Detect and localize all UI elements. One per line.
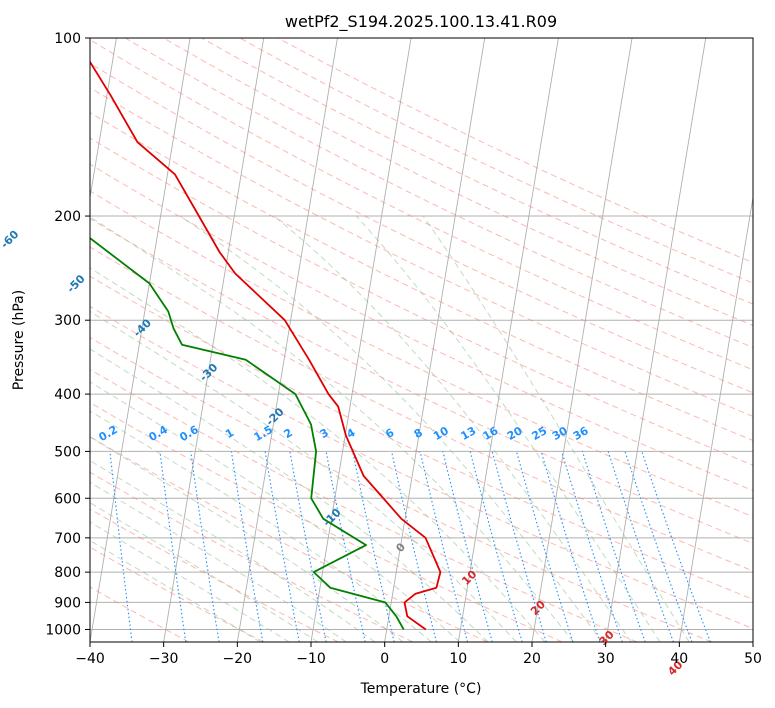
y-tick-label: 600: [54, 491, 81, 507]
moist-adiabat: [90, 310, 517, 642]
x-tick-label: 40: [670, 651, 688, 667]
mixing-ratio-line: [540, 451, 601, 642]
mixing-ratio-line: [442, 451, 493, 642]
isotherm-gridline: [678, 194, 753, 642]
isotherm-gridline: [605, 38, 707, 642]
mixing-ratio-line: [190, 451, 220, 642]
mixing-ratio-line: [607, 451, 674, 642]
mixing-ratio-line: [419, 451, 469, 642]
x-tick-label: −40: [75, 651, 105, 667]
x-tick-label: 30: [597, 651, 615, 667]
isotherm-gridline: [457, 38, 559, 642]
mixing-ratio-line: [391, 451, 437, 642]
mixing-ratio-line: [352, 451, 395, 642]
dry-adiabat: [90, 436, 488, 642]
x-tick-label: 20: [523, 651, 541, 667]
isotherm-gridline: [90, 38, 191, 642]
y-axis-title: Pressure (hPa): [11, 290, 27, 390]
mixing-ratio-line: [641, 451, 711, 642]
y-tick-label: 900: [54, 595, 81, 611]
dry-adiabat: [90, 62, 753, 394]
dry-adiabat: [125, 38, 753, 348]
dry-adiabat: [90, 368, 638, 642]
dry-adiabat: [90, 401, 563, 642]
moist-adiabat: [90, 436, 404, 642]
mixing-ratio-line: [159, 451, 187, 642]
y-tick-label: 200: [54, 209, 81, 225]
x-tick-label: 10: [449, 651, 467, 667]
dewpoint-profile-line: [90, 236, 405, 630]
moist-adiabat: [422, 215, 690, 642]
isotherm-gridline: [384, 38, 486, 642]
mixing-ratio-line: [515, 451, 574, 642]
x-tick-label: −20: [223, 651, 253, 667]
mixing-ratio-line: [624, 451, 693, 642]
moist-adiabat: [273, 215, 632, 642]
dry-adiabat: [163, 38, 753, 327]
y-tick-label: 1000: [45, 623, 81, 639]
dry-adiabat: [90, 305, 753, 630]
y-tick-label: 400: [54, 387, 81, 403]
dry-adiabat: [90, 508, 339, 642]
moist-adiabat: [90, 521, 290, 642]
dry-adiabat: [90, 218, 753, 545]
dry-adiabat: [90, 275, 753, 600]
dry-adiabat: [90, 471, 414, 642]
moist-adiabat: [90, 481, 347, 642]
mixing-ratio-line: [230, 451, 264, 642]
x-tick-label: 50: [744, 651, 762, 667]
isotherm-gridline: [236, 38, 338, 642]
moist-adiabat: [90, 539, 261, 642]
y-tick-label: 700: [54, 531, 81, 547]
dry-adiabat: [90, 163, 753, 492]
moist-adiabat: [90, 381, 461, 642]
dry-adiabat: [90, 87, 753, 417]
x-tick-label: 0: [380, 651, 389, 667]
background-lines: [90, 38, 753, 642]
moist-adiabat: [90, 348, 489, 642]
plot-frame: [89, 37, 754, 643]
isotherm-gridline: [163, 38, 265, 642]
moist-adiabat: [90, 216, 574, 642]
x-tick-label: −30: [149, 651, 179, 667]
y-tick-label: 100: [54, 31, 81, 47]
mixing-ratio-line: [581, 451, 646, 642]
x-tick-label: −10: [296, 651, 326, 667]
moist-adiabat: [90, 459, 376, 642]
moist-adiabat: [355, 215, 661, 642]
mixing-ratio-line: [325, 451, 366, 642]
mixing-ratio-line: [561, 451, 623, 642]
chart-title: wetPf2_S194.2025.100.13.41.R09: [285, 12, 557, 32]
dry-adiabat: [239, 38, 753, 284]
y-tick-label: 300: [54, 313, 81, 329]
mixing-ratio-line: [109, 451, 133, 642]
y-tick-label: 800: [54, 565, 81, 581]
mixing-ratio-line: [491, 451, 547, 642]
dry-adiabat: [90, 190, 753, 518]
temperature-profile-line: [90, 60, 442, 631]
moist-adiabat: [90, 502, 319, 642]
profile-lines: [90, 60, 442, 631]
mixing-ratio-line: [469, 451, 523, 642]
y-tick-label: 500: [54, 444, 81, 460]
isotherm-gridline: [90, 38, 117, 201]
isotherm-gridline: [531, 38, 633, 642]
x-axis-title: Temperature (°C): [360, 681, 482, 697]
